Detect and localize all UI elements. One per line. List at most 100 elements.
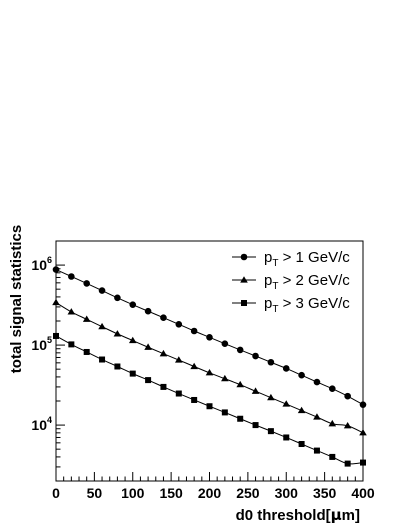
y-tick-base: 10 xyxy=(31,337,47,353)
data-point xyxy=(236,346,244,354)
x-axis-title-mu: μ xyxy=(331,506,342,524)
data-point xyxy=(114,363,121,370)
x-tick-label: 50 xyxy=(87,485,103,501)
data-point xyxy=(282,400,291,407)
data-point xyxy=(83,348,90,355)
data-point xyxy=(67,308,76,315)
x-tick-label: 400 xyxy=(351,485,375,501)
data-point xyxy=(313,378,321,386)
data-point xyxy=(344,392,351,400)
legend-label-1-prefix: p xyxy=(264,249,272,266)
data-point xyxy=(344,460,351,467)
data-point xyxy=(252,352,259,360)
data-point xyxy=(205,369,214,376)
series-line-3 xyxy=(55,335,364,465)
legend-label-1: pT > 1 GeV/c xyxy=(264,249,350,269)
data-point xyxy=(159,349,168,357)
data-point xyxy=(282,365,290,372)
data-point xyxy=(113,330,122,337)
legend: pT > 1 GeV/c pT > 2 GeV/c pT > 3 GeV/c xyxy=(232,249,350,315)
legend-marker-3 xyxy=(241,300,247,306)
data-point xyxy=(191,396,198,403)
data-point xyxy=(313,413,321,420)
data-point xyxy=(297,406,306,414)
legend-entry-1: pT > 1 GeV/c xyxy=(232,249,350,269)
data-point xyxy=(145,377,152,384)
legend-label-3-prefix: p xyxy=(264,295,272,312)
legend-marker-1 xyxy=(240,253,248,261)
y-tick-exponent: 5 xyxy=(47,335,52,345)
data-point xyxy=(114,294,121,302)
data-point xyxy=(175,356,183,363)
series-3 xyxy=(53,332,366,467)
series-layer xyxy=(52,266,367,467)
data-point xyxy=(175,320,183,328)
x-axis-title-suffix: m] xyxy=(342,507,360,524)
legend-label-1-sub: T xyxy=(272,258,278,269)
data-point xyxy=(252,422,259,429)
data-point xyxy=(328,419,337,427)
legend-label-3: pT > 3 GeV/c xyxy=(264,295,350,315)
y-tick-exponent: 4 xyxy=(47,415,52,425)
x-tick-label: 300 xyxy=(275,485,299,501)
data-point xyxy=(329,385,336,392)
legend-entry-3: pT > 3 GeV/c xyxy=(232,295,350,315)
data-point xyxy=(313,447,320,454)
legend-label-3-suffix: > 3 GeV/c xyxy=(278,295,350,312)
y-tick-exponent: 6 xyxy=(47,255,52,265)
series-1 xyxy=(52,266,367,408)
data-point xyxy=(128,336,137,344)
data-point xyxy=(129,370,136,377)
legend-entry-2: pT > 2 GeV/c xyxy=(232,272,350,292)
x-tick-label: 350 xyxy=(313,485,337,501)
x-tick-label: 100 xyxy=(121,485,145,501)
data-point xyxy=(144,307,152,315)
data-point xyxy=(343,421,352,429)
legend-label-1-suffix: > 1 GeV/c xyxy=(278,249,350,266)
data-point xyxy=(359,401,367,408)
data-point xyxy=(221,340,229,348)
data-point xyxy=(98,322,106,330)
y-tick-label: 104 xyxy=(31,415,52,433)
data-point xyxy=(329,453,336,460)
data-point xyxy=(98,287,106,294)
data-point xyxy=(267,358,275,366)
data-point xyxy=(52,298,60,306)
data-point xyxy=(267,428,274,435)
data-point xyxy=(206,334,213,341)
data-point xyxy=(360,459,366,466)
data-point xyxy=(160,314,167,321)
data-point xyxy=(52,266,60,273)
data-point xyxy=(68,273,75,280)
data-point xyxy=(237,415,244,422)
data-point xyxy=(68,341,75,348)
data-point xyxy=(283,434,290,441)
x-tick-label: 150 xyxy=(159,485,183,501)
data-point xyxy=(206,403,213,410)
data-point xyxy=(190,327,198,335)
data-point xyxy=(175,390,182,397)
legend-label-2-suffix: > 2 GeV/c xyxy=(278,272,350,289)
series-2 xyxy=(52,298,367,436)
data-point xyxy=(267,393,275,401)
y-tick-label: 106 xyxy=(31,255,52,273)
y-tick-label: 105 xyxy=(31,335,52,353)
data-point xyxy=(359,429,367,436)
data-point xyxy=(298,441,305,448)
legend-label-2-prefix: p xyxy=(264,272,272,289)
data-point xyxy=(129,301,137,308)
data-point xyxy=(144,343,152,350)
x-axis-title: d0 threshold[μm] xyxy=(236,506,360,524)
x-tick-label: 0 xyxy=(52,485,60,501)
y-tick-base: 10 xyxy=(31,417,47,433)
x-tick-label: 200 xyxy=(198,485,222,501)
x-tick-label: 250 xyxy=(236,485,260,501)
data-point xyxy=(160,383,167,390)
legend-marker-2 xyxy=(240,276,248,283)
data-point xyxy=(83,280,90,287)
data-point xyxy=(221,409,228,416)
y-axis-title: total signal statistics xyxy=(8,225,25,373)
data-point xyxy=(221,374,229,382)
